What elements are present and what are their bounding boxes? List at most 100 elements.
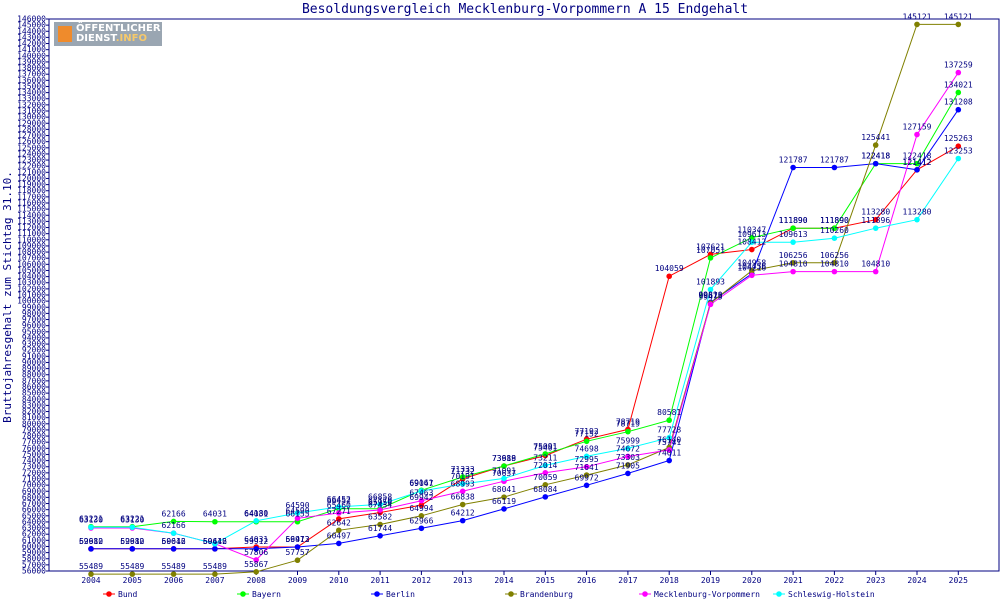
- data-label: 71091: [492, 466, 516, 475]
- data-point: [666, 434, 672, 441]
- y-tick-label: 97000: [22, 315, 46, 324]
- data-label: 59612: [203, 537, 227, 546]
- data-point: [377, 521, 383, 528]
- data-point: [129, 571, 136, 577]
- legend-label: Brandenburg: [520, 590, 573, 599]
- data-label: 64590: [285, 506, 309, 515]
- data-label: 55489: [120, 562, 144, 571]
- data-label: 66155: [285, 510, 309, 519]
- data-point: [625, 462, 631, 468]
- data-point: [501, 506, 507, 512]
- x-tick-label: 2005: [123, 576, 142, 585]
- data-point: [459, 481, 466, 487]
- x-tick-label: 2025: [949, 576, 968, 585]
- y-tick-label: 83000: [22, 401, 46, 410]
- data-label: 69972: [575, 473, 599, 482]
- data-label: 111896: [861, 216, 890, 225]
- y-tick-label: 125000: [17, 143, 46, 152]
- data-label: 57806: [244, 548, 268, 557]
- data-label: 63130: [79, 515, 103, 524]
- data-label: 59612: [120, 537, 144, 546]
- x-tick-label: 2006: [164, 576, 183, 585]
- y-tick-label: 112000: [17, 223, 46, 232]
- data-point: [459, 474, 466, 480]
- data-label: 66452: [327, 497, 351, 506]
- data-label: 74698: [575, 444, 599, 453]
- data-point: [459, 501, 466, 508]
- data-point: [625, 453, 631, 460]
- data-point: [707, 286, 714, 293]
- data-point: [914, 131, 920, 138]
- data-label: 80581: [657, 408, 681, 417]
- x-tick-label: 2016: [577, 576, 596, 585]
- data-label: 64031: [244, 535, 268, 544]
- data-label: 72014: [533, 461, 557, 470]
- y-tick-label: 145000: [17, 21, 46, 30]
- y-tick-label: 141000: [17, 45, 46, 54]
- x-tick-label: 2004: [81, 576, 100, 585]
- data-label: 121787: [820, 156, 849, 165]
- data-label: 59912: [244, 537, 268, 546]
- data-point: [377, 507, 383, 513]
- x-tick-label: 2019: [701, 576, 720, 585]
- data-labels: 62980 62980 60046 60446 64031 66473 67271 67434…: [79, 12, 973, 571]
- data-label: 64590: [285, 501, 309, 510]
- data-label: 65950: [368, 498, 392, 507]
- y-tick-label: 144000: [17, 27, 46, 36]
- data-point: [129, 546, 136, 552]
- data-point: [831, 268, 838, 275]
- y-tick-label: 85000: [22, 389, 46, 398]
- data-point: [749, 234, 755, 241]
- y-tick-label: 93000: [22, 340, 46, 349]
- data-point: [459, 488, 466, 495]
- y-tick-label: 76000: [22, 444, 46, 453]
- data-label: 64031: [244, 510, 268, 519]
- y-tick-label: 135000: [17, 82, 46, 91]
- y-tick-label: 69000: [22, 487, 46, 496]
- y-tick-label: 115000: [17, 205, 46, 214]
- data-label: 67170: [368, 497, 392, 506]
- y-tick-label: 101000: [17, 291, 46, 300]
- data-label: 104216: [737, 263, 766, 272]
- data-point: [955, 21, 962, 28]
- y-tick-label: 57000: [22, 560, 46, 569]
- y-tick-label: 116000: [17, 199, 46, 208]
- data-label: 62166: [162, 509, 186, 518]
- data-label: 106256: [779, 251, 808, 260]
- y-tick-label: 132000: [17, 100, 46, 109]
- x-axis-ticks: 2004 2005 2006 2007 2008 2009 2010 2011 2012 2013…: [81, 571, 968, 585]
- data-label: 111890: [779, 216, 808, 225]
- y-tick-label: 111000: [17, 229, 46, 238]
- y-tick-label: 127000: [17, 131, 46, 140]
- data-label: 137259: [944, 61, 973, 70]
- x-tick-label: 2010: [329, 576, 348, 585]
- data-label: 63582: [368, 512, 392, 521]
- data-point: [872, 160, 879, 167]
- y-tick-label: 87000: [22, 376, 46, 385]
- data-label: 64180: [244, 509, 268, 518]
- x-tick-label: 2013: [453, 576, 472, 585]
- data-label: 73918: [492, 454, 516, 463]
- data-label: 64212: [451, 509, 475, 518]
- data-point: [170, 546, 177, 552]
- data-point: [294, 510, 301, 516]
- data-label: 113280: [861, 208, 890, 217]
- data-label: 62642: [327, 518, 351, 527]
- data-point: [88, 571, 94, 577]
- data-point: [459, 517, 466, 524]
- data-label: 131208: [944, 98, 973, 107]
- y-tick-label: 121000: [17, 168, 46, 177]
- data-point: [749, 272, 755, 279]
- data-label: 78719: [616, 417, 640, 426]
- data-label: 67271: [327, 507, 351, 516]
- data-point: [253, 546, 259, 552]
- legend-swatch-marker: [106, 591, 112, 597]
- data-point: [129, 524, 136, 531]
- y-tick-label: 73000: [22, 462, 46, 471]
- logo-line-1: ÖFFENTLICHER: [76, 23, 161, 34]
- data-point: [872, 216, 879, 223]
- data-label: 61744: [368, 524, 392, 533]
- data-label: 108412: [737, 238, 766, 247]
- data-point: [666, 417, 672, 424]
